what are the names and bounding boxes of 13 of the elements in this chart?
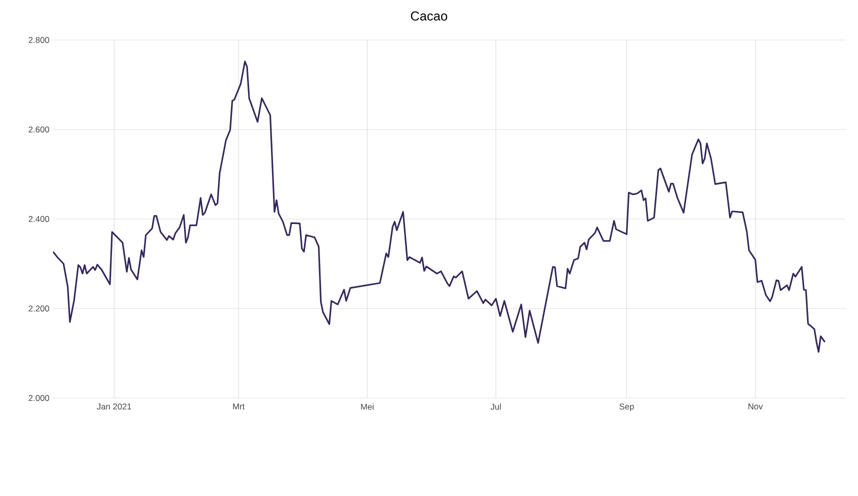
- x-tick-label: Jul: [490, 404, 501, 410]
- chart-title: Cacao: [410, 11, 448, 21]
- y-tick-label: 2.400: [28, 216, 50, 222]
- x-tick-label: Nov: [748, 404, 763, 410]
- x-tick-label: Jan 2021: [96, 404, 132, 410]
- line-series: [53, 60, 826, 353]
- y-tick-label: 2.200: [28, 306, 50, 312]
- x-tick-label: Sep: [620, 404, 634, 412]
- y-tick-label: 2.600: [28, 126, 50, 132]
- x-tick-label: Mrt: [233, 404, 245, 410]
- y-tick-label: 2.800: [28, 37, 50, 43]
- y-tick-label: 2.000: [28, 395, 50, 401]
- x-tick-label: Mei: [361, 404, 374, 410]
